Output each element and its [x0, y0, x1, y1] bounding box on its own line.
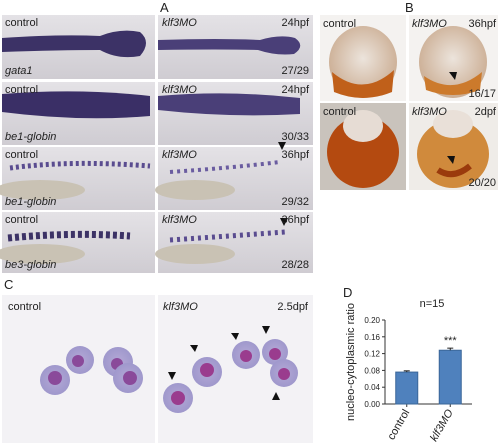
panel-b-text: control klf3MO 36hpf 16/17 control klf3M…: [323, 18, 497, 189]
ratio: 29/32: [281, 196, 309, 208]
gene: be3-globin: [5, 259, 56, 271]
stage: 24hpf: [281, 84, 309, 96]
y-tick-label: 0.00: [364, 400, 380, 409]
ratio: 20/20: [468, 177, 496, 189]
condition: klf3MO: [162, 84, 197, 96]
panel-c-text: control klf3MO 2.5dpf: [8, 301, 309, 313]
bar: [438, 349, 462, 405]
condition: control: [5, 84, 38, 96]
condition: control: [5, 149, 38, 161]
bar-chart: n=15 nucleo-cytoplasmic ratio 0.00 0.04 0.08…: [345, 298, 472, 444]
ratio: 30/33: [281, 131, 309, 143]
bar: [395, 371, 419, 405]
panel-label: A: [160, 0, 169, 15]
x-tick-label: klf3MO: [428, 407, 456, 444]
stage: 2.5dpf: [277, 301, 309, 313]
condition: klf3MO: [163, 301, 198, 313]
stage: 24hpf: [281, 17, 309, 29]
panel-b-images: [320, 15, 498, 190]
condition: control: [8, 301, 41, 313]
condition: control: [323, 18, 356, 30]
labels: A B C D: [4, 0, 414, 300]
condition: klf3MO: [162, 149, 197, 161]
ratio: 27/29: [281, 65, 309, 77]
stage: 36hpf: [281, 149, 309, 161]
stage: 36hpf: [468, 18, 496, 30]
condition: klf3MO: [162, 214, 197, 226]
condition: klf3MO: [412, 18, 447, 30]
condition: control: [323, 106, 356, 118]
y-tick-label: 0.16: [364, 333, 380, 342]
chart-annotation: n=15: [420, 298, 445, 310]
y-tick-label: 0.20: [364, 316, 380, 325]
y-axis-label: nucleo-cytoplasmic ratio: [345, 303, 357, 421]
gene: be1-globin: [5, 131, 56, 143]
ratio: 16/17: [468, 88, 496, 100]
condition: control: [5, 214, 38, 226]
panel-label: D: [343, 285, 352, 300]
x-tick-label: control: [385, 408, 412, 443]
panel-label: C: [4, 277, 13, 292]
significance: ***: [444, 335, 458, 347]
condition: klf3MO: [162, 17, 197, 29]
panel-a-text: control klf3MO 24hpf gata1 27/29 control klf3M…: [5, 17, 310, 271]
y-tick-label: 0.08: [364, 366, 380, 375]
stage: 2dpf: [475, 106, 497, 118]
condition: klf3MO: [412, 106, 447, 118]
gene: gata1: [5, 65, 33, 77]
y-tick-label: 0.12: [364, 350, 380, 359]
panel-c-images: [2, 295, 313, 443]
stage: 36hpf: [281, 214, 309, 226]
panel-a-images: [0, 15, 313, 273]
ratio: 28/28: [281, 259, 309, 271]
panel-label: B: [405, 0, 414, 15]
y-tick-label: 0.04: [364, 383, 380, 392]
condition: control: [5, 17, 38, 29]
gene: be1-globin: [5, 196, 56, 208]
